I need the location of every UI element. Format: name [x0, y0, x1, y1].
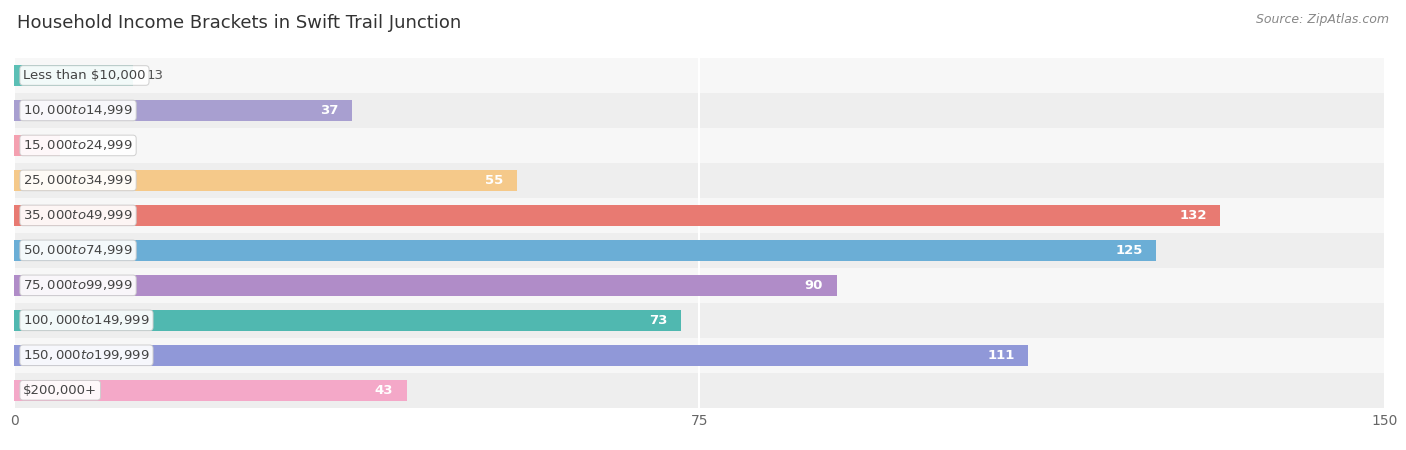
- Text: 73: 73: [650, 314, 668, 327]
- Text: 125: 125: [1115, 244, 1143, 257]
- Bar: [0, 268, 1406, 303]
- Bar: [14, 205, 1220, 226]
- Text: Less than $10,000: Less than $10,000: [22, 69, 146, 82]
- Text: $100,000 to $149,999: $100,000 to $149,999: [22, 313, 149, 327]
- Bar: [14, 135, 60, 156]
- Bar: [14, 240, 1157, 261]
- Text: 5: 5: [73, 139, 82, 152]
- Text: 43: 43: [375, 384, 394, 397]
- Text: $200,000+: $200,000+: [22, 384, 97, 397]
- Bar: [0, 93, 1406, 128]
- Bar: [0, 163, 1406, 198]
- Text: 111: 111: [987, 349, 1015, 362]
- Bar: [0, 128, 1406, 163]
- Text: $75,000 to $99,999: $75,000 to $99,999: [22, 279, 134, 292]
- Text: Source: ZipAtlas.com: Source: ZipAtlas.com: [1256, 14, 1389, 27]
- Bar: [14, 275, 837, 296]
- Text: $10,000 to $14,999: $10,000 to $14,999: [22, 104, 134, 117]
- Text: Household Income Brackets in Swift Trail Junction: Household Income Brackets in Swift Trail…: [17, 14, 461, 32]
- Bar: [0, 233, 1406, 268]
- Text: $50,000 to $74,999: $50,000 to $74,999: [22, 243, 134, 257]
- Bar: [14, 380, 408, 401]
- Bar: [0, 303, 1406, 338]
- Bar: [14, 310, 682, 331]
- Bar: [0, 198, 1406, 233]
- Text: $35,000 to $49,999: $35,000 to $49,999: [22, 208, 134, 222]
- Text: 37: 37: [321, 104, 339, 117]
- Text: 55: 55: [485, 174, 503, 187]
- Text: $25,000 to $34,999: $25,000 to $34,999: [22, 173, 134, 187]
- Bar: [0, 58, 1406, 93]
- Text: 90: 90: [804, 279, 823, 292]
- Bar: [14, 100, 353, 121]
- Bar: [0, 373, 1406, 408]
- Bar: [0, 338, 1406, 373]
- Text: 13: 13: [146, 69, 163, 82]
- Text: 132: 132: [1180, 209, 1206, 222]
- Bar: [14, 170, 517, 191]
- Bar: [14, 65, 134, 86]
- Text: $150,000 to $199,999: $150,000 to $199,999: [22, 348, 149, 362]
- Bar: [14, 345, 1029, 366]
- Text: $15,000 to $24,999: $15,000 to $24,999: [22, 139, 134, 153]
